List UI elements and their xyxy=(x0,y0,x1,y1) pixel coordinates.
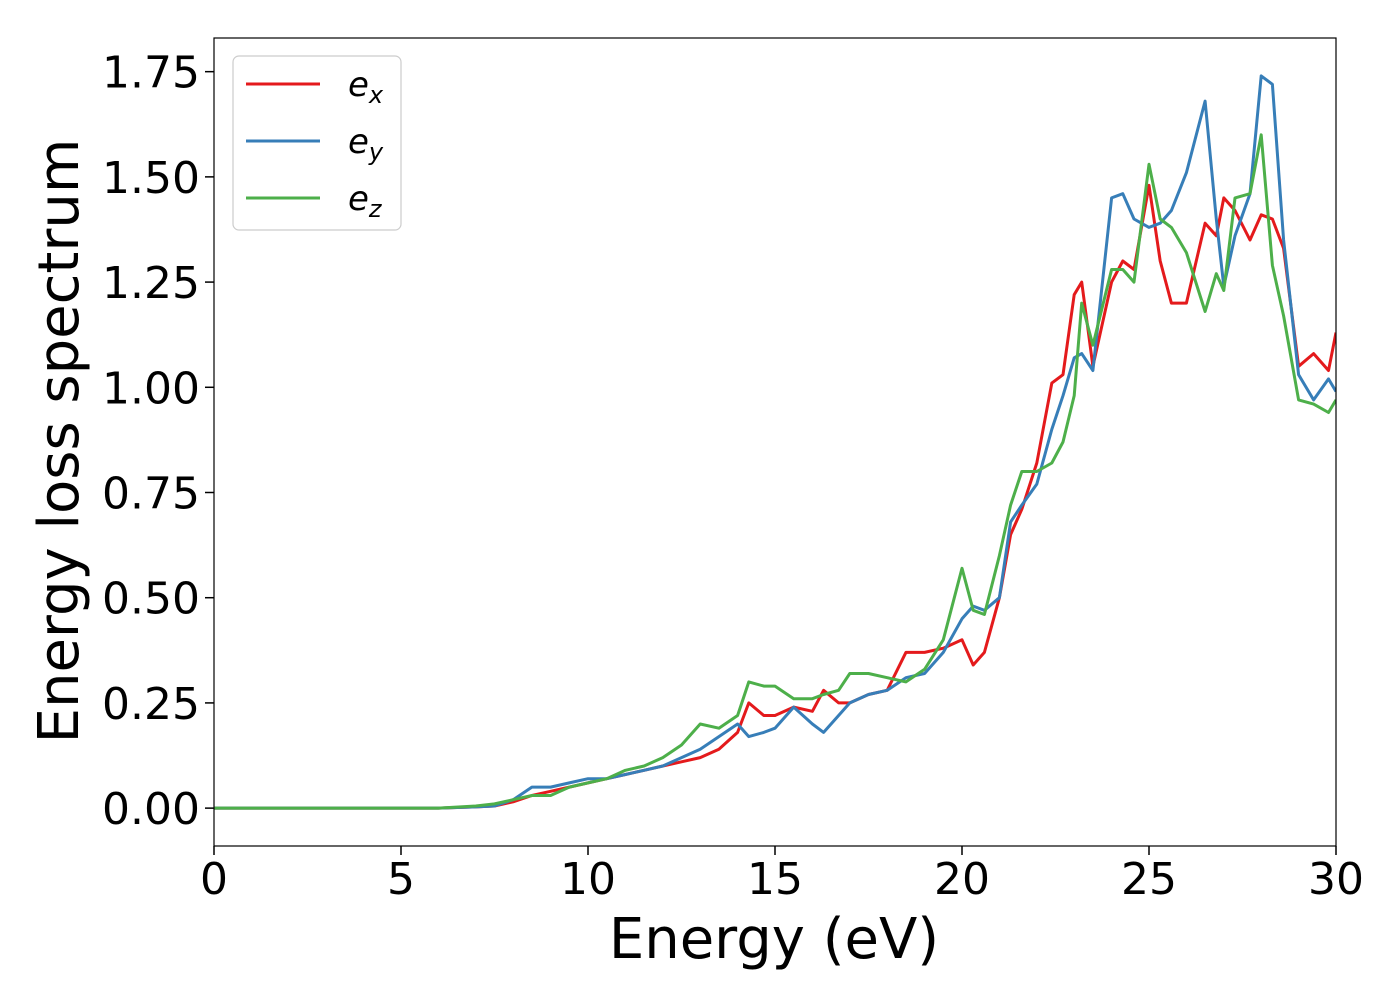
x-tick-label: 0 xyxy=(200,854,228,905)
x-tick-label: 15 xyxy=(747,854,803,905)
legend-label: ex xyxy=(348,65,384,109)
legend-label-subscript: z xyxy=(368,195,383,223)
x-tick-label: 5 xyxy=(387,854,415,905)
y-axis-label: Energy loss spectrum xyxy=(27,139,92,744)
series-line-e-y xyxy=(214,74,1336,810)
x-tick-label: 20 xyxy=(934,854,990,905)
y-tick-label: 1.50 xyxy=(102,153,200,204)
legend-label-main: e xyxy=(348,65,369,105)
axes: 0 5 10 15 20 25 30 0.00 0.25 0.50 0.75 1.00 1.25 1.50… xyxy=(102,37,1364,905)
legend-box xyxy=(232,55,402,231)
y-tick-label: 0.75 xyxy=(102,469,200,520)
legend-label-subscript: x xyxy=(368,81,384,109)
series-line-e-x xyxy=(214,183,1336,810)
x-tick-label: 30 xyxy=(1308,854,1364,905)
y-tick-label: 1.00 xyxy=(102,363,200,414)
series-line-e-z xyxy=(214,133,1336,810)
y-tick-label: 0.50 xyxy=(102,574,200,625)
legend-label: ey xyxy=(348,122,384,166)
legend-label-main: e xyxy=(348,179,369,219)
legend-label-subscript: y xyxy=(368,138,384,166)
x-axis-label: Energy (eV) xyxy=(609,907,939,972)
plot-area xyxy=(214,74,1336,810)
y-tick-label: 1.75 xyxy=(102,48,200,99)
y-tick-label: 0.25 xyxy=(102,679,200,730)
legend-label-main: e xyxy=(348,122,369,162)
y-tick-label: 1.25 xyxy=(102,258,200,309)
y-tick-label: 0.00 xyxy=(102,784,200,835)
legend-label: ez xyxy=(348,179,383,223)
x-tick-label: 10 xyxy=(560,854,616,905)
x-tick-label: 25 xyxy=(1121,854,1177,905)
